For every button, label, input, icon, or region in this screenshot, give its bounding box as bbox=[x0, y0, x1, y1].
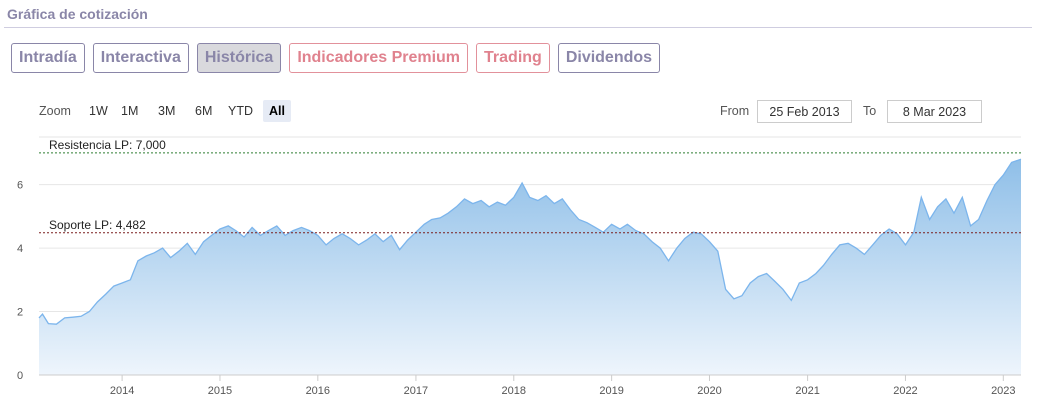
to-date-input[interactable]: 8 Mar 2023 bbox=[887, 100, 982, 123]
support-label: Soporte LP: 4,482 bbox=[49, 218, 146, 232]
tab-intrad-a[interactable]: Intradía bbox=[11, 43, 85, 73]
range-button-3m[interactable]: 3M bbox=[158, 104, 176, 118]
y-tick-label: 6 bbox=[17, 180, 23, 192]
y-tick-label: 0 bbox=[17, 370, 23, 382]
tab-indicadores-premium[interactable]: Indicadores Premium bbox=[289, 43, 469, 73]
x-tick-label: 2019 bbox=[599, 385, 623, 397]
section-title: Gráfica de cotización bbox=[7, 6, 148, 22]
range-button-6m[interactable]: 6M bbox=[195, 104, 213, 118]
from-label: From bbox=[720, 104, 750, 118]
x-tick-label: 2015 bbox=[208, 385, 232, 397]
tab-dividendos[interactable]: Dividendos bbox=[557, 43, 661, 73]
x-tick-label: 2021 bbox=[795, 385, 819, 397]
from-date-input[interactable]: 25 Feb 2013 bbox=[757, 100, 852, 123]
x-tick-label: 2022 bbox=[893, 385, 917, 397]
range-button-1m[interactable]: 1M bbox=[121, 104, 139, 118]
chart-type-tabs: Intradía Interactiva Histórica Indicadores … bbox=[11, 43, 661, 73]
x-tick-label: 2017 bbox=[404, 385, 428, 397]
tab-hist-rica[interactable]: Histórica bbox=[196, 43, 282, 73]
y-tick-label: 4 bbox=[17, 243, 23, 255]
range-button-1w[interactable]: 1W bbox=[89, 104, 108, 118]
price-area bbox=[39, 159, 1021, 375]
x-tick-label: 2023 bbox=[991, 385, 1015, 397]
x-tick-label: 2016 bbox=[306, 385, 330, 397]
resistance-label: Resistencia LP: 7,000 bbox=[49, 138, 166, 152]
x-tick-label: 2014 bbox=[110, 385, 134, 397]
range-button-all[interactable]: All bbox=[263, 100, 291, 122]
section-divider bbox=[4, 27, 1032, 28]
tab-trading[interactable]: Trading bbox=[476, 43, 550, 73]
x-tick-label: 2018 bbox=[502, 385, 526, 397]
y-tick-label: 2 bbox=[17, 307, 23, 319]
range-button-ytd[interactable]: YTD bbox=[228, 104, 253, 118]
x-tick-label: 2020 bbox=[697, 385, 721, 397]
price-line[interactable] bbox=[38, 158, 1022, 325]
tab-interactiva[interactable]: Interactiva bbox=[92, 43, 189, 73]
zoom-label: Zoom bbox=[39, 104, 71, 118]
to-label: To bbox=[863, 104, 877, 118]
